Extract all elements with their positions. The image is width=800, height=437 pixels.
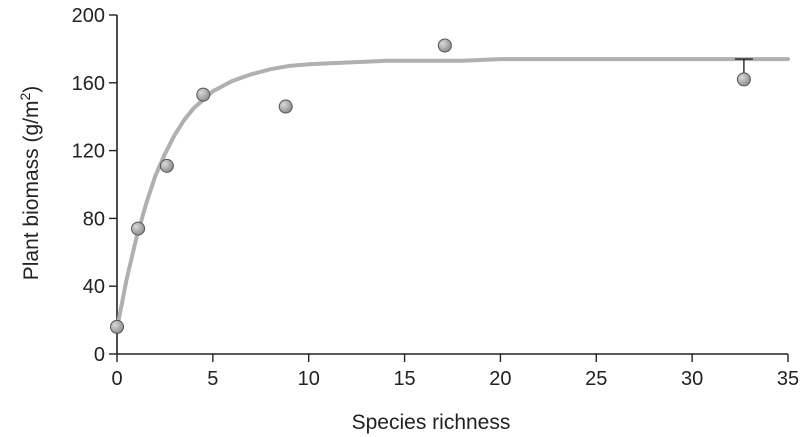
data-point (278, 99, 293, 114)
y-axis: 0 40 80 120 160 200 (72, 5, 118, 366)
y-tick-label: 160 (72, 73, 105, 95)
data-point (110, 319, 124, 334)
y-tick-label: 0 (94, 344, 105, 366)
y-axis-label: Plant biomass (g/m2) (17, 86, 43, 281)
y-axis-label-main: Plant biomass (g/m (20, 101, 43, 281)
x-tick-label: 5 (207, 368, 218, 390)
fit-curve-layer (115, 57, 790, 331)
y-axis-label-end: ) (20, 86, 43, 93)
x-tick-label: 15 (393, 368, 415, 390)
data-point (159, 158, 174, 173)
x-tick-label: 30 (681, 368, 703, 390)
x-axis-label: Species richness (352, 411, 511, 434)
x-tick-label: 25 (585, 368, 607, 390)
data-point (736, 72, 751, 87)
y-tick-label: 80 (83, 208, 105, 230)
data-point (196, 87, 211, 102)
y-tick-label: 40 (83, 276, 105, 298)
x-axis: 0 5 10 15 20 25 30 35 (111, 353, 799, 390)
data-point (437, 38, 452, 53)
data-points-layer (110, 38, 751, 334)
x-tick-label: 10 (298, 368, 320, 390)
fit-curve (115, 57, 790, 331)
data-point (131, 221, 146, 236)
x-tick-label: 20 (489, 368, 511, 390)
y-tick-label: 200 (72, 5, 105, 27)
y-axis-label-superscript: 2 (17, 93, 33, 101)
y-tick-label: 120 (72, 141, 105, 163)
x-tick-label: 0 (111, 368, 122, 390)
x-tick-label: 35 (777, 368, 799, 390)
